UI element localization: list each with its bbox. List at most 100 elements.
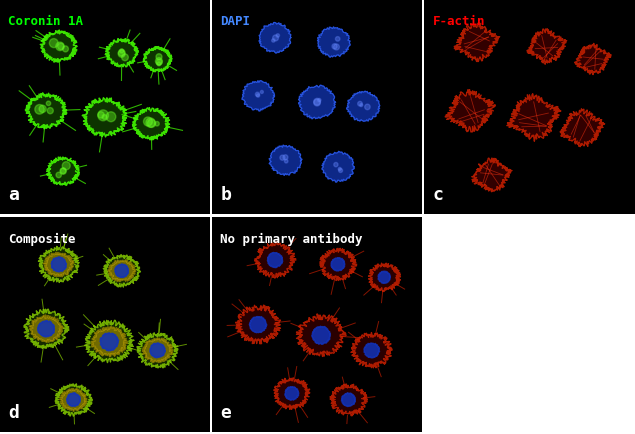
Polygon shape <box>137 333 178 368</box>
Text: d: d <box>8 403 19 421</box>
Polygon shape <box>250 317 267 333</box>
Polygon shape <box>269 146 302 176</box>
Polygon shape <box>105 39 138 68</box>
Circle shape <box>260 91 264 94</box>
Circle shape <box>155 122 159 127</box>
Polygon shape <box>115 264 129 278</box>
Polygon shape <box>104 255 140 287</box>
Circle shape <box>147 120 156 128</box>
Polygon shape <box>40 31 77 63</box>
Polygon shape <box>43 252 74 277</box>
Circle shape <box>47 108 53 115</box>
Polygon shape <box>108 260 136 282</box>
Polygon shape <box>236 305 281 344</box>
Polygon shape <box>378 272 391 284</box>
Circle shape <box>58 44 64 50</box>
Circle shape <box>98 112 104 119</box>
Polygon shape <box>259 23 291 54</box>
Text: Composite: Composite <box>8 233 76 246</box>
Polygon shape <box>320 249 357 281</box>
Circle shape <box>98 111 109 122</box>
Polygon shape <box>285 387 299 400</box>
Polygon shape <box>368 263 401 292</box>
Polygon shape <box>255 242 296 279</box>
Circle shape <box>334 163 338 168</box>
Polygon shape <box>67 393 81 407</box>
Circle shape <box>118 51 125 58</box>
Circle shape <box>144 118 152 127</box>
Polygon shape <box>351 333 392 368</box>
Circle shape <box>255 93 260 97</box>
Circle shape <box>60 169 66 174</box>
Circle shape <box>35 105 44 115</box>
Polygon shape <box>100 333 119 351</box>
Polygon shape <box>507 95 561 142</box>
Polygon shape <box>342 393 356 407</box>
Polygon shape <box>347 92 380 122</box>
Text: c: c <box>432 186 443 204</box>
Polygon shape <box>60 388 87 411</box>
Circle shape <box>335 37 340 42</box>
Circle shape <box>272 36 279 42</box>
Circle shape <box>314 99 321 106</box>
Text: e: e <box>220 403 231 421</box>
Polygon shape <box>150 343 165 358</box>
Polygon shape <box>91 327 128 357</box>
Circle shape <box>46 102 51 106</box>
Circle shape <box>102 115 107 120</box>
Text: b: b <box>220 186 231 204</box>
Polygon shape <box>37 321 55 337</box>
Polygon shape <box>364 343 380 358</box>
Circle shape <box>333 45 340 51</box>
Text: a: a <box>8 186 19 204</box>
Polygon shape <box>84 321 134 363</box>
Polygon shape <box>575 44 611 76</box>
Text: No primary antibody: No primary antibody <box>220 233 363 246</box>
Circle shape <box>276 35 279 38</box>
Polygon shape <box>267 253 283 268</box>
Circle shape <box>360 104 363 107</box>
Text: DAPI: DAPI <box>220 15 250 28</box>
Polygon shape <box>25 94 67 129</box>
Circle shape <box>283 155 288 161</box>
Polygon shape <box>527 30 567 65</box>
Circle shape <box>118 50 125 57</box>
Polygon shape <box>445 90 495 133</box>
Circle shape <box>122 55 128 62</box>
Polygon shape <box>29 315 64 343</box>
Polygon shape <box>298 86 335 120</box>
Polygon shape <box>274 378 310 410</box>
Polygon shape <box>142 338 173 363</box>
Circle shape <box>156 60 162 66</box>
Polygon shape <box>322 152 354 183</box>
Circle shape <box>157 62 161 67</box>
Circle shape <box>120 50 124 54</box>
Polygon shape <box>331 258 345 272</box>
Circle shape <box>60 168 66 175</box>
Circle shape <box>257 95 260 98</box>
Circle shape <box>62 47 69 53</box>
Circle shape <box>284 160 288 164</box>
Circle shape <box>56 43 64 52</box>
Polygon shape <box>55 384 92 416</box>
Circle shape <box>146 118 155 128</box>
Circle shape <box>39 106 46 113</box>
Polygon shape <box>23 309 69 349</box>
Circle shape <box>338 169 342 173</box>
Circle shape <box>62 162 70 171</box>
Polygon shape <box>144 47 172 72</box>
Circle shape <box>332 45 337 50</box>
Polygon shape <box>38 247 79 283</box>
Polygon shape <box>330 384 368 416</box>
Circle shape <box>156 55 162 61</box>
Text: F-actin: F-actin <box>432 15 485 28</box>
Polygon shape <box>454 23 500 62</box>
Polygon shape <box>560 109 605 147</box>
Text: Coronin 1A: Coronin 1A <box>8 15 83 28</box>
Circle shape <box>318 99 321 102</box>
Circle shape <box>156 59 163 66</box>
Circle shape <box>56 173 62 178</box>
Polygon shape <box>83 99 127 138</box>
Polygon shape <box>312 326 331 345</box>
Circle shape <box>338 168 341 171</box>
